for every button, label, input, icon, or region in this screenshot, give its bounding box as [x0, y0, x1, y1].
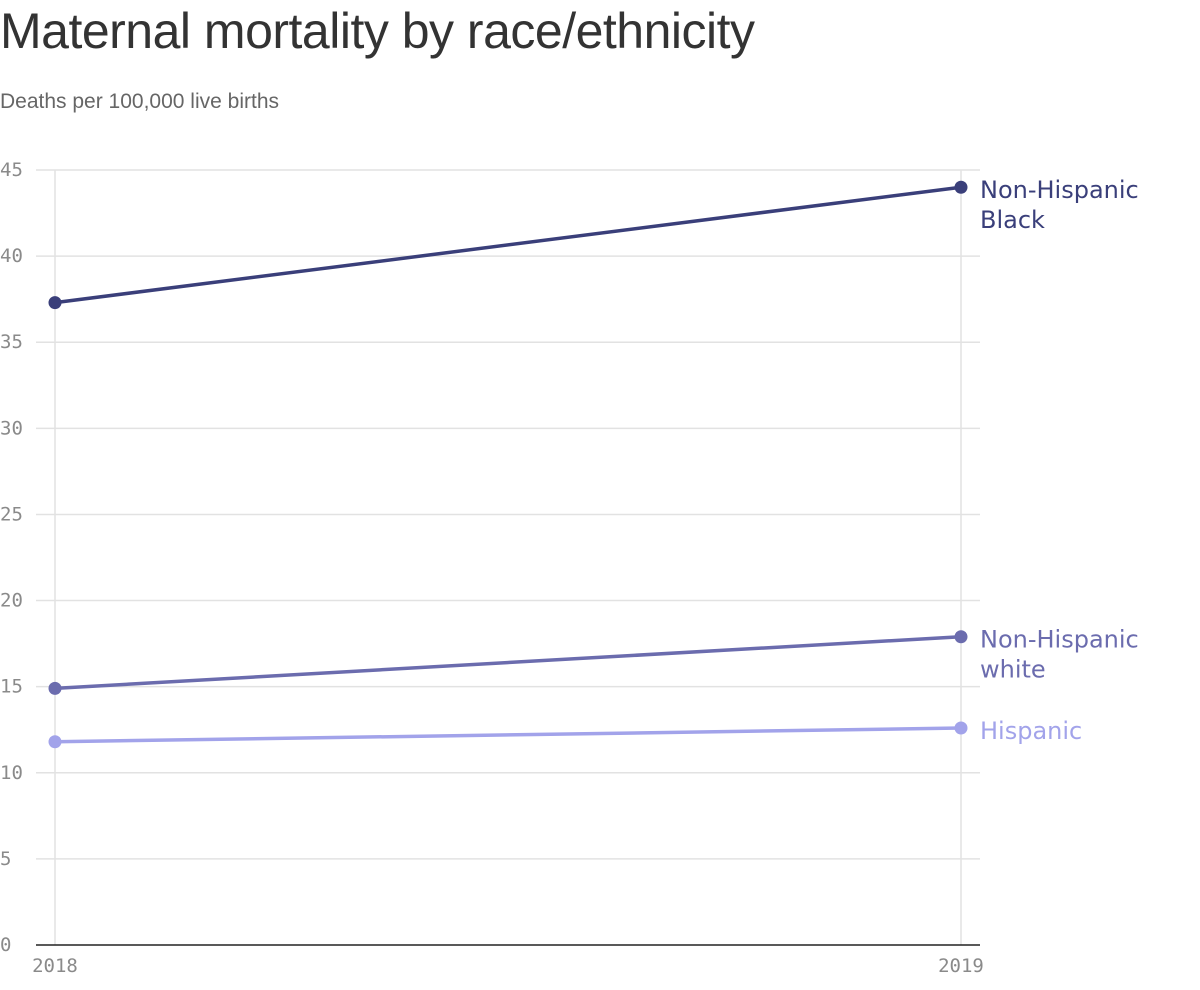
- y-tick-label: 20: [0, 590, 23, 612]
- chart-title: Maternal mortality by race/ethnicity: [0, 3, 755, 59]
- y-tick-label: 15: [0, 676, 23, 698]
- series-line-non-hispanic-white: [54, 634, 962, 691]
- y-tick-label: 10: [0, 762, 23, 784]
- y-tick-label: 40: [0, 245, 23, 267]
- y-tick-label: 45: [0, 159, 23, 181]
- y-tick-label: 35: [0, 331, 23, 353]
- data-point-non-hispanic-black: [48, 296, 62, 310]
- series-label-non-hispanic-white: Non-Hispanic white: [980, 626, 1139, 684]
- series-group: [48, 180, 968, 749]
- data-point-hispanic: [48, 735, 62, 749]
- y-tick-label: 5: [0, 848, 11, 870]
- y-tick-label: 25: [0, 503, 23, 525]
- data-point-non-hispanic-black: [954, 180, 968, 194]
- data-point-hispanic: [954, 721, 968, 735]
- chart-subtitle: Deaths per 100,000 live births: [0, 90, 279, 113]
- series-label-hispanic: Hispanic: [980, 717, 1082, 745]
- series-line-non-hispanic-black: [54, 185, 962, 305]
- x-tick-label: 2018: [32, 955, 78, 977]
- data-point-non-hispanic-white: [48, 681, 62, 695]
- x-tick-label: 2019: [938, 955, 984, 977]
- series-labels: Non-Hispanic Black Non-Hispanic white Hispan…: [980, 176, 1139, 745]
- series-line-hispanic: [54, 726, 962, 744]
- y-tick-label: 30: [0, 417, 23, 439]
- x-axis-ticks: 2018 2019: [32, 955, 984, 977]
- y-axis-ticks: 0 5 10 15 20 25 30 35 40 45: [0, 159, 23, 956]
- data-point-non-hispanic-white: [954, 630, 968, 644]
- y-tick-label: 0: [0, 934, 11, 956]
- series-label-non-hispanic-black: Non-Hispanic Black: [980, 176, 1139, 234]
